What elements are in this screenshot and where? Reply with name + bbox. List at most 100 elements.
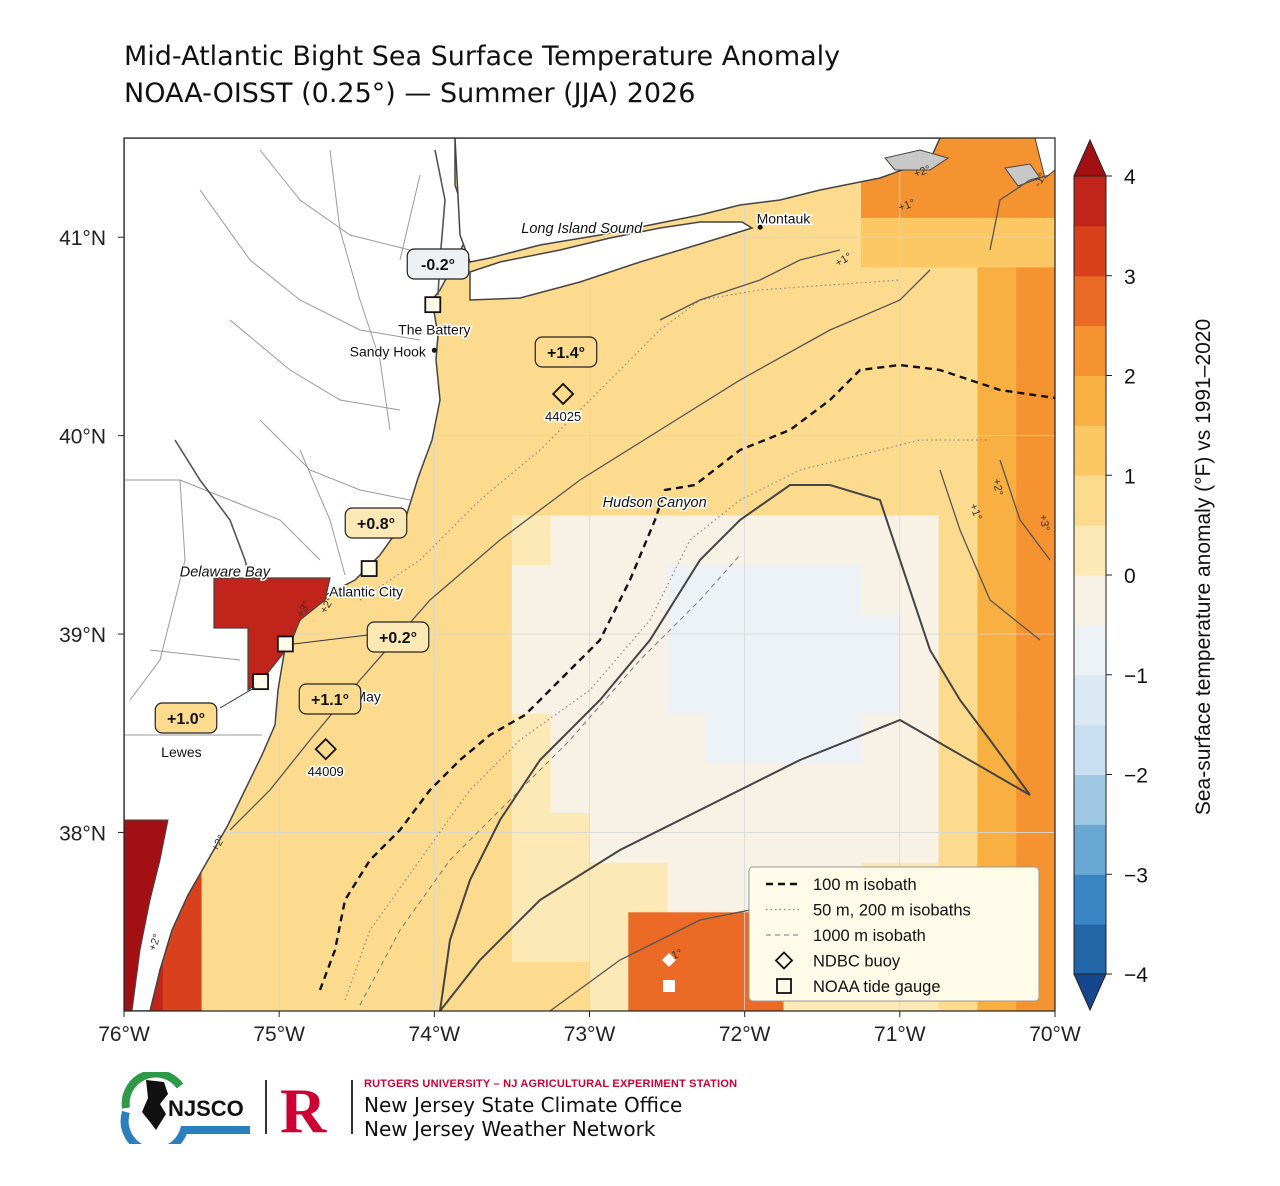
- office-name: New Jersey State Climate Office: [364, 1093, 683, 1117]
- anomaly-cell: [550, 713, 590, 764]
- anomaly-cell: [317, 961, 358, 1011]
- sst-contours: [229, 174, 1051, 1011]
- anomaly-cell: [977, 266, 1017, 318]
- place-label: Delaware Bay: [178, 563, 272, 582]
- anomaly-label-text: +0.2°: [379, 630, 417, 647]
- anomaly-cell: [744, 514, 784, 566]
- anomaly-cell: [667, 316, 707, 367]
- anomaly-cell: [550, 762, 590, 814]
- anomaly-cell: [938, 316, 978, 367]
- anomaly-cell: [667, 663, 707, 714]
- anomaly-cell: [473, 663, 513, 714]
- contour-label: +3°: [1037, 513, 1052, 532]
- stations: -0.2° +0.8° +0.2° +1.0° 44025 +1.4° 44009 +1.1°: [154, 248, 676, 992]
- anomaly-cell: [473, 316, 513, 367]
- anomaly-cell: [938, 812, 978, 863]
- anomaly-cell: [744, 564, 784, 615]
- anomaly-cell: [705, 663, 746, 714]
- title-line-2: NOAA-OISST (0.25°) — Summer (JJA) 2026: [124, 78, 696, 109]
- anomaly-cell: [705, 713, 746, 764]
- anomaly-cell: [744, 366, 784, 417]
- colorbar-segment: [1074, 874, 1106, 925]
- anomaly-cell: [279, 812, 319, 863]
- anomaly-cell: [977, 812, 1017, 863]
- anomaly-label: +1.1°: [298, 683, 362, 715]
- anomaly-cell: [861, 316, 901, 367]
- anomaly-cell: [395, 713, 435, 764]
- anomaly-cell: [744, 316, 784, 367]
- anomaly-label: +0.2°: [366, 621, 430, 653]
- anomaly-cell: [434, 713, 474, 764]
- anomaly-cell: [861, 514, 901, 566]
- anomaly-label: +1.0°: [154, 702, 218, 734]
- colorbar-tick-label: −3: [1124, 864, 1148, 887]
- tide-gauge-marker: [276, 635, 294, 653]
- anomaly-cell: [977, 713, 1017, 764]
- anomaly-cell: [628, 762, 668, 814]
- anomaly-cell: [1016, 366, 1055, 417]
- anomaly-cell: [511, 564, 552, 615]
- bay-waters: [124, 577, 331, 1011]
- county-line: [149, 649, 241, 661]
- colorbar: 4 3 2 1 0 −1 −2 −3 −4: [1073, 138, 1148, 1012]
- anomaly-cell: [977, 663, 1017, 714]
- anomaly-cell: [317, 812, 358, 863]
- anomaly-cell: [511, 663, 552, 714]
- anomaly-cell: [240, 961, 280, 1011]
- anomaly-cell: [434, 762, 474, 814]
- anomaly-label-text: +1.4°: [547, 345, 585, 362]
- anomaly-cell: [201, 961, 241, 1011]
- anomaly-cell: [938, 564, 978, 615]
- buoy-id: 44025: [545, 409, 581, 424]
- title-line-1: Mid-Atlantic Bight Sea Surface Temperatu…: [124, 41, 841, 72]
- contour-north: [659, 249, 841, 321]
- anomaly-cell: [899, 266, 940, 318]
- anomaly-cell: [589, 514, 629, 566]
- anomaly-cell: [899, 514, 940, 566]
- tide-gauge-marker: [360, 560, 378, 577]
- anomaly-cell: [822, 812, 862, 863]
- legend-label: NDBC buoy: [813, 953, 901, 971]
- anomaly-cell: [977, 217, 1017, 268]
- anomaly-label-box: [406, 248, 470, 280]
- anomaly-cell: [783, 713, 823, 764]
- anomaly-cell: [899, 366, 940, 417]
- anomaly-cell: [589, 961, 629, 1011]
- colorbar-segment: [1074, 575, 1106, 626]
- anomaly-cell: [938, 415, 978, 466]
- county-line: [199, 189, 421, 341]
- anomaly-cell: [783, 316, 823, 367]
- land-mass: [124, 138, 1055, 1011]
- anomaly-cell: [473, 366, 513, 417]
- footer: NJSCO R RUTGERS UNIVERSITY – NJ AGRICULT…: [120, 1072, 820, 1144]
- anomaly-cell: [356, 911, 397, 962]
- anomaly-cell: [705, 862, 746, 913]
- anomaly-cell: [705, 366, 746, 417]
- legend-item: NDBC buoy: [774, 951, 901, 971]
- anomaly-cell: [589, 564, 629, 615]
- anomaly-cell: [317, 862, 358, 913]
- anomaly-cell: [667, 266, 707, 318]
- anomaly-cell: [667, 366, 707, 417]
- legend-square-icon: [776, 978, 792, 994]
- anomaly-cell: [511, 961, 552, 1011]
- anomaly-cell: [511, 614, 552, 665]
- anomaly-cell: [395, 911, 435, 962]
- anomaly-cell: [861, 762, 901, 814]
- anomaly-cell: [434, 911, 474, 962]
- anomaly-cell: [511, 514, 552, 566]
- anomaly-cell: [705, 911, 746, 962]
- anomaly-cell: [861, 415, 901, 466]
- anomaly-cell: [861, 366, 901, 417]
- map-figure: +1°+1°+1°+2°+3°+2°+2°+2°+3°+2°+1°-1° 76°…: [59, 137, 1215, 1046]
- place-name: Lewes: [161, 744, 201, 760]
- lat-tick-label: 41°N: [59, 227, 106, 250]
- anomaly-cell: [1016, 266, 1055, 318]
- anomaly-cell: [822, 514, 862, 566]
- anomaly-cell: [899, 465, 940, 516]
- place-name: Hudson Canyon: [603, 495, 707, 511]
- anomaly-cell: [511, 465, 552, 516]
- anomaly-cell: [550, 465, 590, 516]
- lat-tick-label: 39°N: [59, 624, 106, 647]
- anomaly-cell: [434, 514, 474, 566]
